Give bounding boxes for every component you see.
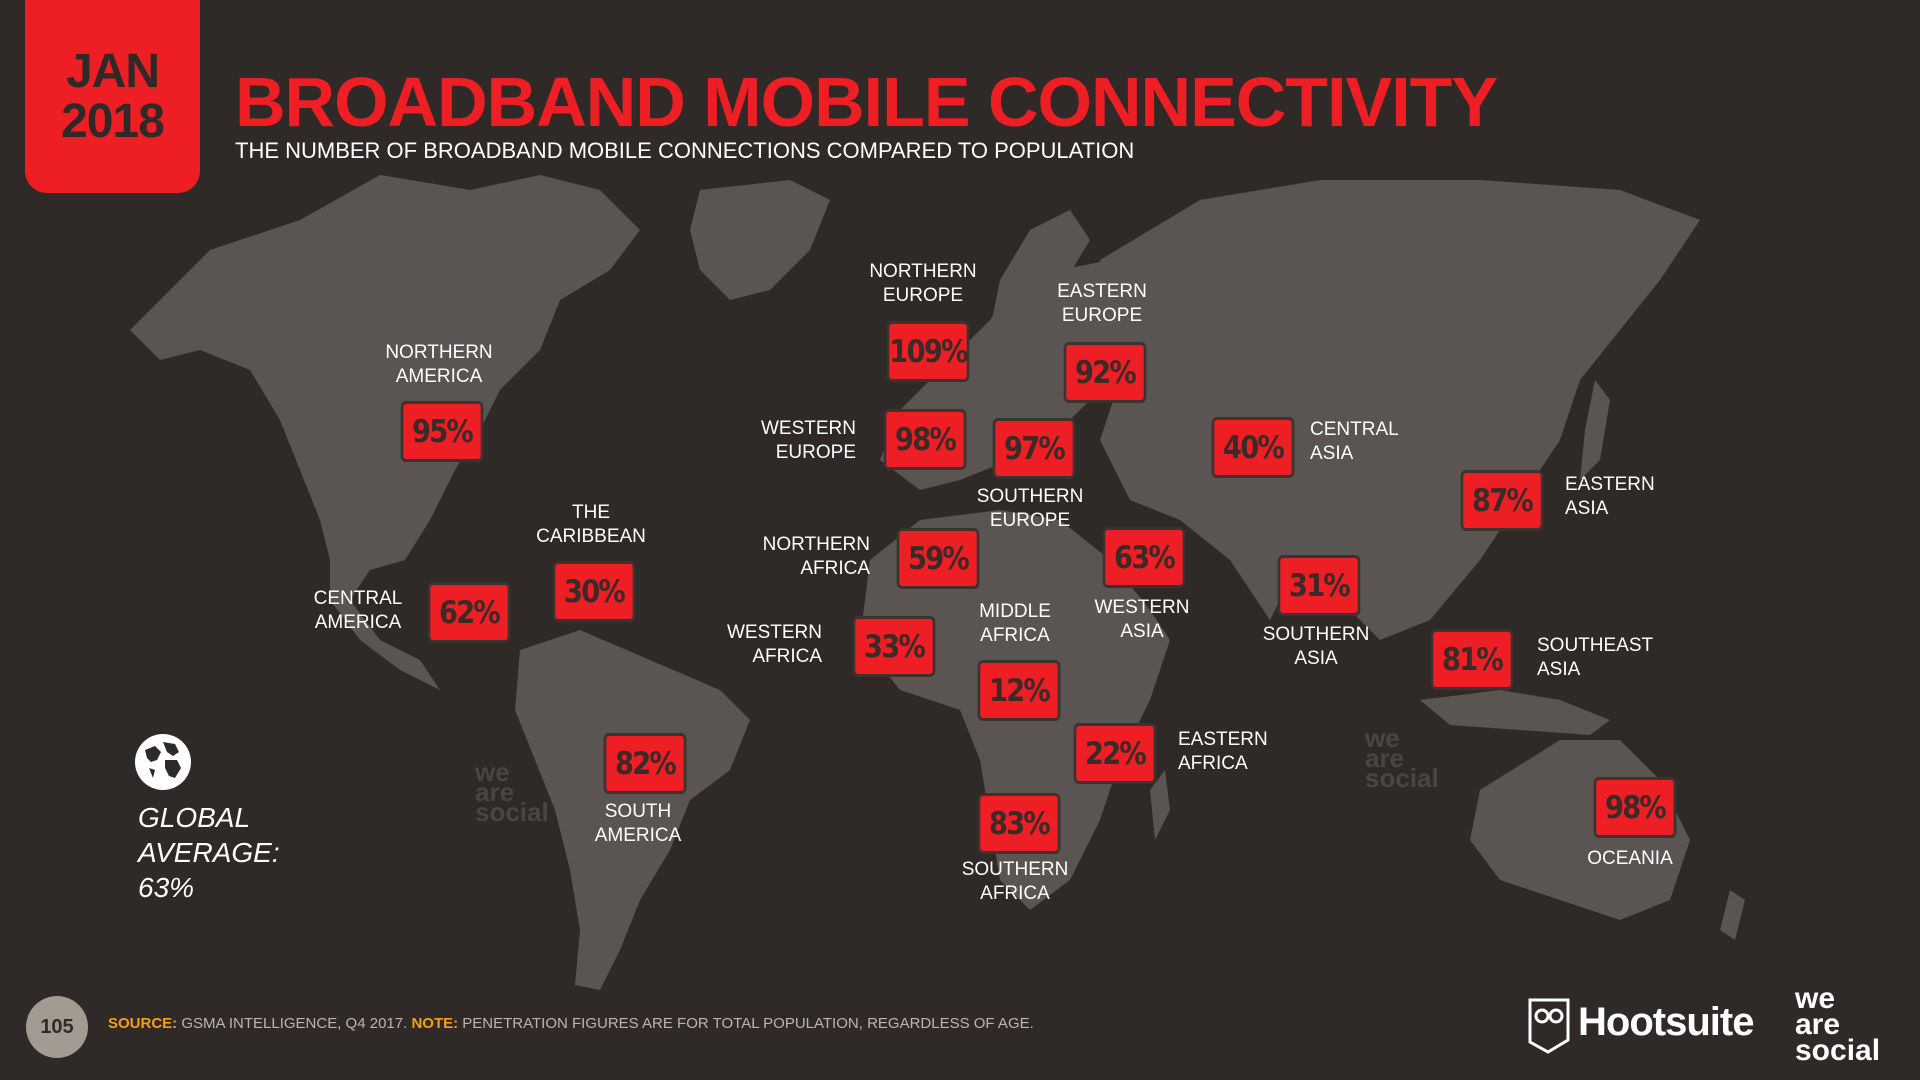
region-label: SOUTHERN AFRICA [961, 859, 1069, 904]
value-badge: 12% [977, 660, 1061, 721]
north-america-landmass [130, 175, 640, 690]
region-label: CENTRAL AMERICA [313, 588, 403, 633]
hootsuite-logo: Hootsuite [1578, 1000, 1754, 1044]
greenland-landmass [690, 180, 830, 300]
value-badge: 30% [552, 561, 636, 622]
we-are-social-logo: we are social [1795, 982, 1881, 1067]
date-tab: JAN 2018 [25, 0, 200, 193]
asia-landmass [1100, 180, 1700, 640]
region-label: OCEANIA [1587, 848, 1673, 869]
watermark-line: social [1365, 763, 1439, 793]
value-badge: 82% [603, 733, 687, 794]
note-key: NOTE: [411, 1015, 459, 1032]
value-badge: 59% [896, 528, 980, 589]
value-badge: 97% [992, 418, 1076, 479]
watermark-logo: we are social [475, 757, 549, 827]
value-badge: 62% [427, 582, 511, 643]
region-label: NORTHERN AFRICA [762, 534, 870, 579]
region-label: EASTERN EUROPE [1057, 281, 1147, 326]
region-label: SOUTHEAST ASIA [1537, 635, 1654, 680]
south-america-landmass [515, 630, 750, 990]
value-badge: 87% [1460, 470, 1544, 531]
watermark-line: social [475, 797, 549, 827]
new-zealand-landmass [1720, 890, 1745, 940]
region-label: EASTERN AFRICA [1178, 729, 1268, 774]
value-badge: 95% [400, 401, 484, 462]
scandinavia-landmass [990, 210, 1090, 330]
value-badge: 98% [1593, 777, 1677, 838]
value-badge: 22% [1073, 723, 1157, 784]
region-label: SOUTHERN ASIA [1262, 624, 1370, 669]
value-badge: 63% [1102, 527, 1186, 588]
japan-landmass [1580, 380, 1610, 480]
page-subtitle: THE NUMBER OF BROADBAND MOBILE CONNECTIO… [235, 138, 1135, 163]
source-key: SOURCE: [108, 1015, 178, 1032]
hootsuite-owl-icon [1528, 998, 1570, 1054]
globe-icon [135, 734, 191, 790]
watermark-line: are [1365, 743, 1405, 773]
region-label: EASTERN ASIA [1565, 474, 1655, 519]
watermark-line: we [1365, 723, 1400, 753]
value-badge: 81% [1430, 629, 1514, 690]
region-label: WESTERN ASIA [1094, 597, 1190, 642]
brand-line: social [1795, 1034, 1881, 1067]
global-average-line1: GLOBAL [138, 802, 251, 833]
brand-line: we [1795, 982, 1836, 1015]
watermark-line: we [475, 757, 510, 787]
date-year: 2018 [61, 94, 165, 148]
region-label: SOUTHERN EUROPE [976, 486, 1084, 531]
value-badge: 40% [1211, 417, 1295, 478]
region-label: MIDDLE AFRICA [979, 601, 1051, 646]
brand-line: are [1795, 1008, 1841, 1041]
region-label: NORTHERN EUROPE [869, 261, 977, 306]
region-label: CENTRAL ASIA [1310, 419, 1399, 464]
watermark-logo: we are social [1365, 723, 1439, 793]
indonesia-landmass [1420, 690, 1610, 735]
watermark-line: are [475, 777, 515, 807]
region-label: WESTERN AFRICA [727, 622, 822, 667]
region-label: SOUTH AMERICA [594, 801, 682, 846]
value-badge: 109% [886, 321, 970, 382]
global-average: GLOBAL AVERAGE: 63% [138, 800, 280, 905]
global-average-value: 63% [138, 872, 195, 903]
madagascar-landmass [1150, 770, 1170, 840]
value-badge: 31% [1277, 555, 1361, 616]
region-label: THE CARIBBEAN [536, 502, 646, 547]
page-title: BROADBAND MOBILE CONNECTIVITY [235, 63, 1498, 141]
source-note: SOURCE: GSMA INTELLIGENCE, Q4 2017. NOTE… [108, 1015, 1034, 1032]
value-badge: 92% [1063, 342, 1147, 403]
region-label: NORTHERN AMERICA [385, 342, 493, 387]
value-badge: 33% [852, 616, 936, 677]
region-label: WESTERN EUROPE [761, 418, 856, 463]
global-average-line2: AVERAGE: [138, 837, 280, 868]
note-text: PENETRATION FIGURES ARE FOR TOTAL POPULA… [458, 1015, 1034, 1032]
source-text: GSMA INTELLIGENCE, Q4 2017. [177, 1015, 412, 1032]
date-month: JAN [65, 44, 160, 98]
value-badge: 98% [883, 409, 967, 470]
value-badge: 83% [977, 793, 1061, 854]
page-number: 105 [26, 996, 88, 1058]
